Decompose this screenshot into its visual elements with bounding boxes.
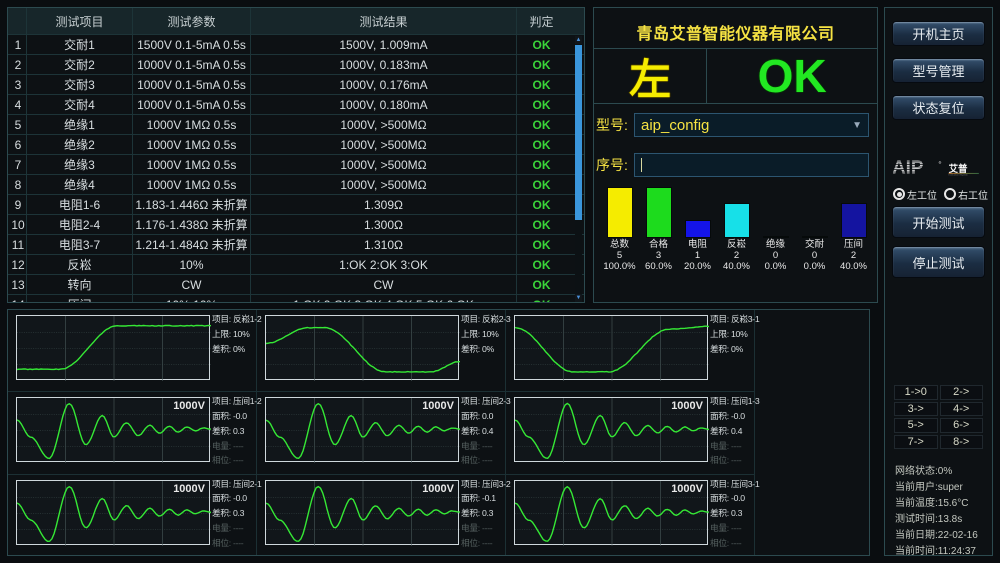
svg-text:艾普: 艾普	[949, 163, 968, 174]
svg-text:Instrument System: Instrument System	[949, 174, 968, 177]
svg-text:®: ®	[939, 161, 942, 165]
